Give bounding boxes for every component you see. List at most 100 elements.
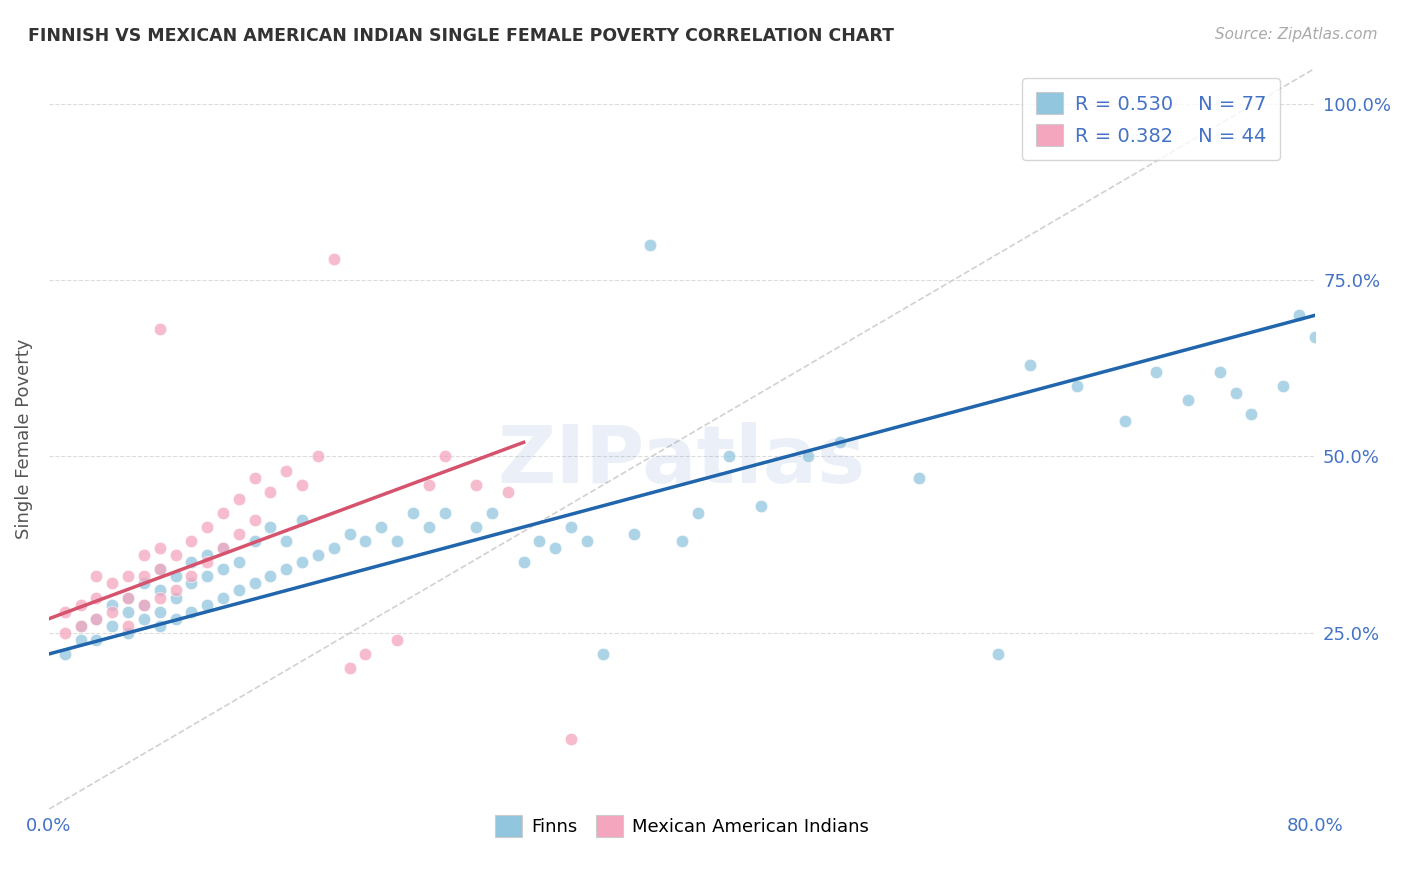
Point — [149, 562, 172, 576]
Point — [1177, 392, 1199, 407]
Point — [1240, 407, 1263, 421]
Point — [1209, 365, 1232, 379]
Point — [101, 576, 124, 591]
Point — [149, 541, 172, 556]
Point — [385, 534, 408, 549]
Point — [243, 513, 266, 527]
Point — [828, 435, 851, 450]
Point — [291, 513, 314, 527]
Point — [322, 541, 344, 556]
Point — [53, 647, 76, 661]
Text: ZIPatlas: ZIPatlas — [498, 422, 866, 500]
Point — [69, 619, 91, 633]
Point — [243, 470, 266, 484]
Point — [132, 569, 155, 583]
Point — [53, 605, 76, 619]
Point — [132, 598, 155, 612]
Point — [512, 555, 534, 569]
Point — [418, 477, 440, 491]
Point — [1303, 329, 1326, 343]
Point — [212, 541, 235, 556]
Point — [987, 647, 1010, 661]
Point — [149, 591, 172, 605]
Point — [276, 464, 298, 478]
Point — [560, 520, 582, 534]
Point — [529, 534, 551, 549]
Point — [638, 238, 661, 252]
Point — [322, 252, 344, 266]
Point — [354, 647, 377, 661]
Point — [749, 499, 772, 513]
Point — [149, 322, 172, 336]
Point — [165, 591, 187, 605]
Point — [180, 569, 202, 583]
Point — [86, 612, 108, 626]
Point — [195, 520, 218, 534]
Point — [117, 569, 139, 583]
Point — [180, 534, 202, 549]
Point — [433, 450, 456, 464]
Legend: R = 0.530    N = 77, R = 0.382    N = 44: R = 0.530 N = 77, R = 0.382 N = 44 — [1022, 78, 1279, 160]
Point — [908, 470, 931, 484]
Point — [354, 534, 377, 549]
Point — [1018, 358, 1040, 372]
Point — [228, 555, 250, 569]
Text: FINNISH VS MEXICAN AMERICAN INDIAN SINGLE FEMALE POVERTY CORRELATION CHART: FINNISH VS MEXICAN AMERICAN INDIAN SINGL… — [28, 27, 894, 45]
Point — [195, 548, 218, 562]
Point — [1066, 379, 1088, 393]
Point — [69, 598, 91, 612]
Point — [117, 619, 139, 633]
Point — [165, 569, 187, 583]
Point — [718, 450, 741, 464]
Point — [259, 520, 281, 534]
Point — [212, 562, 235, 576]
Point — [195, 555, 218, 569]
Point — [195, 569, 218, 583]
Legend: Finns, Mexican American Indians: Finns, Mexican American Indians — [488, 808, 876, 845]
Point — [276, 534, 298, 549]
Point — [671, 534, 693, 549]
Point — [544, 541, 567, 556]
Point — [117, 591, 139, 605]
Point — [69, 619, 91, 633]
Point — [149, 583, 172, 598]
Point — [86, 569, 108, 583]
Point — [149, 619, 172, 633]
Point — [86, 591, 108, 605]
Point — [212, 541, 235, 556]
Point — [465, 477, 488, 491]
Point — [1225, 386, 1247, 401]
Point — [797, 450, 820, 464]
Point — [53, 625, 76, 640]
Point — [132, 612, 155, 626]
Point — [212, 591, 235, 605]
Point — [149, 605, 172, 619]
Point — [339, 661, 361, 675]
Point — [291, 477, 314, 491]
Point — [385, 632, 408, 647]
Point — [1272, 379, 1295, 393]
Point — [101, 605, 124, 619]
Point — [117, 591, 139, 605]
Point — [433, 506, 456, 520]
Point — [165, 548, 187, 562]
Point — [101, 619, 124, 633]
Point — [180, 555, 202, 569]
Point — [259, 569, 281, 583]
Point — [228, 583, 250, 598]
Point — [86, 612, 108, 626]
Point — [418, 520, 440, 534]
Point — [86, 632, 108, 647]
Point — [132, 576, 155, 591]
Point — [1288, 309, 1310, 323]
Point — [101, 598, 124, 612]
Point — [165, 612, 187, 626]
Point — [686, 506, 709, 520]
Point — [276, 562, 298, 576]
Point — [402, 506, 425, 520]
Point — [212, 506, 235, 520]
Point — [69, 632, 91, 647]
Point — [307, 450, 329, 464]
Point — [149, 562, 172, 576]
Point — [228, 527, 250, 541]
